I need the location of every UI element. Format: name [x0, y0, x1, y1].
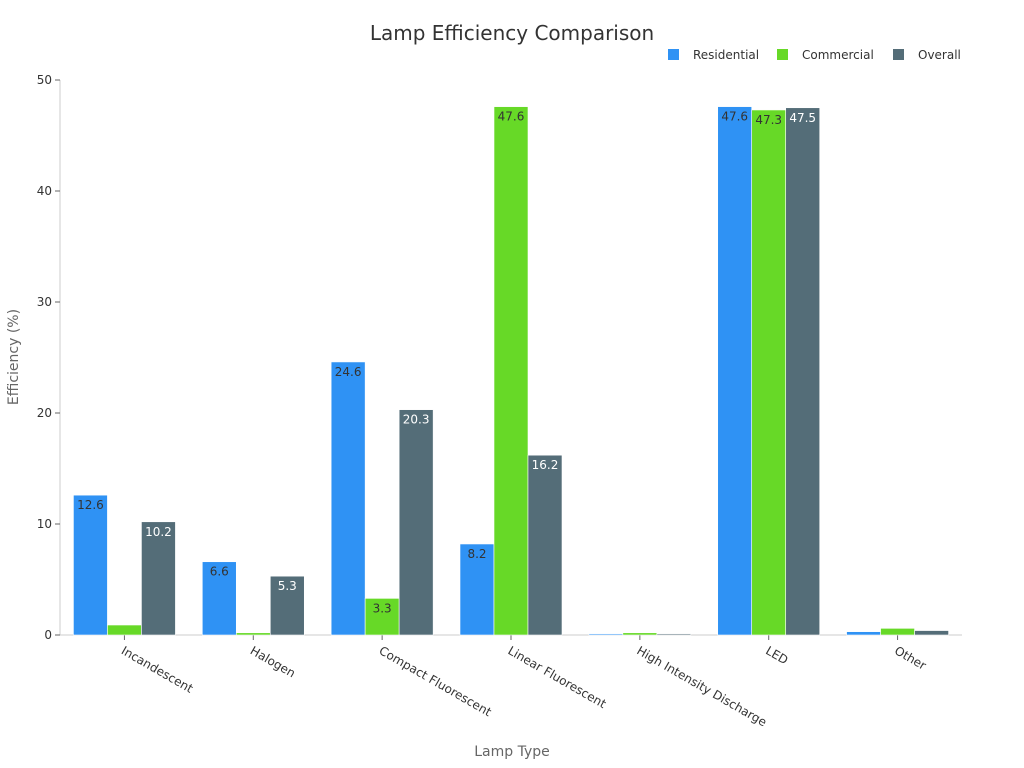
x-axis-title: Lamp Type	[474, 744, 550, 760]
x-tick-label: Linear Fluorescent	[506, 643, 609, 711]
bar-value-label: 47.5	[789, 111, 816, 125]
bar-overall	[656, 633, 692, 636]
legend: Residential Commercial Overall	[668, 48, 961, 62]
bar-residential	[201, 561, 237, 636]
x-tick-label: Compact Fluorescent	[377, 643, 494, 719]
bar-value-label: 10.2	[145, 525, 172, 539]
x-tick-label: Incandescent	[119, 643, 196, 695]
bar-overall	[398, 409, 434, 636]
bar-value-label: 16.2	[532, 458, 559, 472]
bar-overall	[527, 454, 563, 636]
bar-residential	[846, 631, 881, 636]
bar-value-label: 24.6	[335, 365, 362, 379]
bar-commercial	[622, 632, 658, 636]
bar-value-label: 3.3	[373, 601, 392, 615]
bar-value-label: 12.6	[77, 498, 104, 512]
x-tick-label: Other	[892, 643, 929, 672]
bar-commercial	[880, 628, 915, 636]
bar-labels-group: 12.6 10.2 6.6 5.3 24.6 3.3 20.3 8.2 47.6 16.2 47.6…	[77, 110, 816, 616]
bar-overall	[785, 107, 821, 636]
bar-residential	[459, 543, 495, 636]
y-tick-label: 20	[37, 406, 52, 420]
bar-overall	[141, 521, 176, 636]
bar-value-label: 6.6	[210, 565, 229, 579]
bar-residential	[73, 494, 108, 636]
bar-commercial	[107, 624, 142, 636]
y-tick-label: 0	[44, 628, 52, 642]
y-tick-label: 50	[37, 73, 52, 87]
x-tick-label: LED	[763, 643, 790, 667]
bar-overall	[914, 630, 949, 636]
x-axis: Incandescent Halogen Compact Fluorescent Li…	[60, 634, 962, 729]
bar-commercial	[751, 109, 787, 636]
bar-value-label: 47.3	[755, 113, 782, 127]
bar-commercial	[364, 598, 400, 636]
bar-residential	[588, 633, 624, 636]
bars-group	[73, 106, 949, 636]
chart-title: Lamp Efficiency Comparison	[370, 21, 654, 45]
legend-swatch-overall	[893, 49, 904, 60]
y-axis: 0 10 20 30 40 50	[37, 73, 61, 642]
legend-swatch-commercial	[777, 49, 788, 60]
legend-swatch-residential	[668, 49, 679, 60]
bar-value-label: 8.2	[467, 547, 486, 561]
bar-value-label: 47.6	[498, 110, 525, 124]
bar-value-label: 47.6	[721, 110, 748, 124]
bar-value-label: 5.3	[278, 579, 297, 593]
y-tick-label: 10	[37, 517, 52, 531]
bar-residential	[717, 106, 753, 636]
bar-value-label: 20.3	[403, 413, 430, 427]
bar-commercial	[235, 632, 271, 636]
bar-commercial	[493, 106, 529, 636]
x-tick-label: High Intensity Discharge	[634, 643, 769, 729]
y-tick-label: 40	[37, 184, 52, 198]
x-tick-label: Halogen	[248, 643, 298, 680]
y-tick-label: 30	[37, 295, 52, 309]
legend-label-overall: Overall	[918, 48, 961, 62]
y-axis-title: Efficiency (%)	[6, 309, 22, 405]
legend-label-residential: Residential	[693, 48, 759, 62]
bar-overall	[269, 575, 305, 636]
bar-residential	[330, 361, 366, 636]
legend-label-commercial: Commercial	[802, 48, 874, 62]
